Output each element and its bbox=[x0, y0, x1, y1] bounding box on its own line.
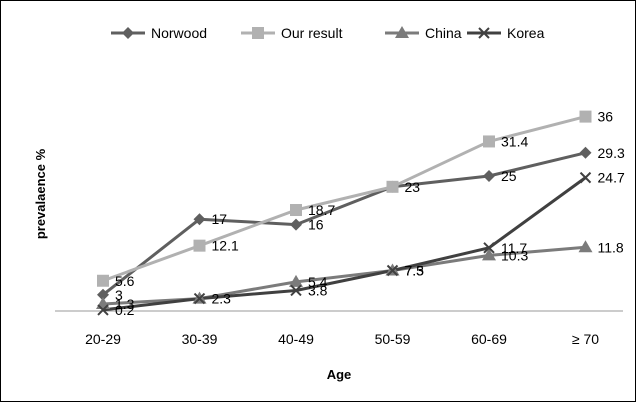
data-point-norwood-40-49 bbox=[290, 218, 302, 231]
data-point-korea-70 bbox=[579, 171, 592, 184]
data-point-korea-60-69 bbox=[483, 242, 495, 254]
data-label-norwood-40-49: 16 bbox=[308, 217, 324, 233]
data-label-china-60-69: 10.3 bbox=[501, 247, 528, 263]
x-tick-label-50-59: 50-59 bbox=[375, 331, 411, 347]
data-label-china-30-39: 2.3 bbox=[212, 291, 232, 307]
data-label-norwood-20-29: 3 bbox=[115, 287, 123, 303]
data-point-our-result-60-69 bbox=[483, 135, 495, 148]
data-point-china-70 bbox=[578, 240, 593, 253]
series-line-our-result bbox=[102, 115, 586, 283]
data-point-our-result-40-49 bbox=[290, 204, 302, 217]
data-label-our-result-60-69: 31.4 bbox=[501, 133, 528, 149]
data-point-our-result-70 bbox=[579, 110, 592, 123]
x-tick-label-70: ≥ 70 bbox=[572, 331, 599, 347]
data-point-korea-50-59 bbox=[386, 264, 399, 277]
data-label-china-70: 11.8 bbox=[598, 239, 624, 255]
data-label-our-result-30-39: 12.1 bbox=[212, 238, 239, 254]
data-label-korea-60-69: 11.7 bbox=[501, 240, 527, 256]
legend-marker-norwood bbox=[122, 27, 134, 39]
series-line-korea bbox=[102, 176, 587, 312]
x-tick-label-30-39: 30-39 bbox=[182, 331, 218, 347]
data-label-china-20-29: 1.3 bbox=[115, 296, 135, 312]
data-point-norwood-20-29 bbox=[97, 288, 109, 301]
data-point-korea-40-49 bbox=[290, 284, 302, 297]
data-label-korea-40-49: 3.8 bbox=[308, 282, 328, 298]
data-label-korea-50-59: 7.3 bbox=[405, 263, 425, 279]
data-point-our-result-30-39 bbox=[193, 239, 206, 252]
legend: Norwood Our result China Korea bbox=[111, 25, 545, 41]
data-label-china-40-49: 5.4 bbox=[308, 274, 328, 290]
data-point-our-result-50-59 bbox=[386, 180, 399, 193]
data-point-china-60-69 bbox=[482, 248, 496, 261]
data-label-our-result-20-29: 5.6 bbox=[115, 273, 135, 289]
data-point-norwood-60-69 bbox=[483, 170, 495, 182]
data-point-our-result-20-29 bbox=[97, 274, 109, 287]
x-tick-label-20-29: 20-29 bbox=[85, 331, 121, 347]
legend-marker-korea bbox=[478, 27, 490, 39]
data-label-china-50-59: 7.5 bbox=[405, 263, 425, 279]
data-label-our-result-70: 36 bbox=[598, 109, 614, 125]
data-label-norwood-30-39: 17 bbox=[212, 211, 228, 227]
legend-marker-china bbox=[395, 26, 409, 38]
data-point-norwood-30-39 bbox=[193, 213, 206, 226]
legend-label-china: China bbox=[425, 25, 462, 41]
legend-marker-our-result bbox=[252, 27, 264, 39]
data-label-korea-70: 24.7 bbox=[598, 170, 625, 186]
data-label-our-result-50-59: 23 bbox=[405, 179, 421, 195]
data-label-our-result-40-49: 18.7 bbox=[308, 202, 335, 218]
data-label-norwood-70: 29.3 bbox=[598, 145, 625, 161]
legend-label-norwood: Norwood bbox=[151, 25, 207, 41]
data-point-korea-20-29 bbox=[97, 304, 109, 316]
x-tick-label-60-69: 60-69 bbox=[471, 331, 507, 347]
series-line-norwood bbox=[102, 151, 586, 296]
data-point-norwood-70 bbox=[579, 146, 592, 159]
y-axis-title: prevalaence % bbox=[33, 148, 48, 239]
series-markers bbox=[96, 110, 593, 316]
data-labels: 3 17 16 25 29.3 5.6 12.1 18.7 23 31.4 36 1.3 2.3 5.4 7… bbox=[115, 109, 625, 318]
data-point-china-40-49 bbox=[289, 274, 303, 287]
x-tick-labels: 20-29 30-39 40-49 50-59 60-69 ≥ 70 bbox=[85, 331, 599, 347]
data-point-korea-30-39 bbox=[193, 292, 206, 305]
series-lines bbox=[102, 115, 587, 312]
x-tick-label-40-49: 40-49 bbox=[278, 331, 314, 347]
x-axis-title: Age bbox=[327, 367, 352, 382]
legend-label-korea: Korea bbox=[507, 25, 545, 41]
data-label-norwood-60-69: 25 bbox=[501, 168, 517, 184]
legend-label-our-result: Our result bbox=[281, 25, 343, 41]
data-label-korea-20-29: 0.2 bbox=[115, 302, 135, 318]
